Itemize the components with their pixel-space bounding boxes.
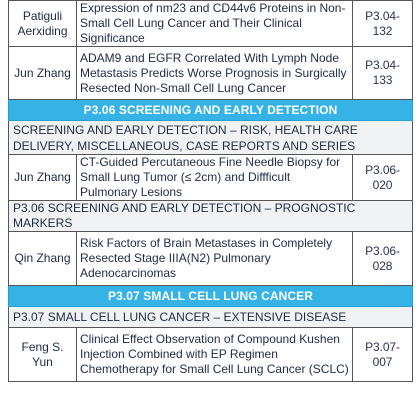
author-cell: Jun Zhang — [8, 154, 77, 201]
table-row: Patiguli Aerxiding Expression of nm23 an… — [8, 0, 413, 47]
author-cell: Qin Zhang — [8, 231, 77, 286]
abstract-code-cell: P3.07-007 — [352, 327, 413, 382]
abstract-title-cell: CT-Guided Percutaneous Fine Needle Biops… — [76, 154, 353, 201]
author-cell: Jun Zhang — [8, 46, 77, 100]
abstract-code-cell: P3.04-133 — [352, 46, 413, 100]
abstract-title-cell: Clinical Effect Observation of Compound … — [76, 327, 353, 382]
table-row: Jun Zhang ADAM9 and EGFR Correlated With… — [8, 46, 413, 100]
author-cell: Patiguli Aerxiding — [8, 0, 77, 47]
session-table: Patiguli Aerxiding Expression of nm23 an… — [8, 0, 413, 382]
abstract-title-cell: ADAM9 and EGFR Correlated With Lymph Nod… — [76, 46, 353, 100]
abstract-title-cell: Expression of nm23 and CD44v6 Proteins i… — [76, 0, 353, 47]
category-header: SCREENING AND EARLY DETECTION – RISK, HE… — [8, 120, 413, 155]
category-header: P3.07 SMALL CELL LUNG CANCER – EXTENSIVE… — [8, 306, 413, 328]
category-header: P3.06 SCREENING AND EARLY DETECTION – PR… — [8, 200, 413, 232]
abstract-title-cell: Risk Factors of Brain Metastases in Comp… — [76, 231, 353, 286]
author-cell: Feng S. Yun — [8, 327, 77, 382]
table-row: Jun Zhang CT-Guided Percutaneous Fine Ne… — [8, 154, 413, 201]
section-banner: P3.06 SCREENING AND EARLY DETECTION — [8, 99, 413, 121]
category-header-title: P3.06 SCREENING AND EARLY DETECTION – PR… — [8, 200, 413, 232]
table-row: Feng S. Yun Clinical Effect Observation … — [8, 327, 413, 382]
abstract-code-cell: P3.04-132 — [352, 0, 413, 47]
category-header-title: SCREENING AND EARLY DETECTION – RISK, HE… — [8, 120, 413, 155]
section-banner: P3.07 SMALL CELL LUNG CANCER — [8, 285, 413, 307]
table-row: Qin Zhang Risk Factors of Brain Metastas… — [8, 231, 413, 286]
abstract-code-cell: P3.06-028 — [352, 231, 413, 286]
section-banner-title: P3.07 SMALL CELL LUNG CANCER — [8, 285, 413, 307]
section-banner-title: P3.06 SCREENING AND EARLY DETECTION — [8, 99, 413, 121]
category-header-title: P3.07 SMALL CELL LUNG CANCER – EXTENSIVE… — [8, 306, 413, 328]
abstract-code-cell: P3.06-020 — [352, 154, 413, 201]
